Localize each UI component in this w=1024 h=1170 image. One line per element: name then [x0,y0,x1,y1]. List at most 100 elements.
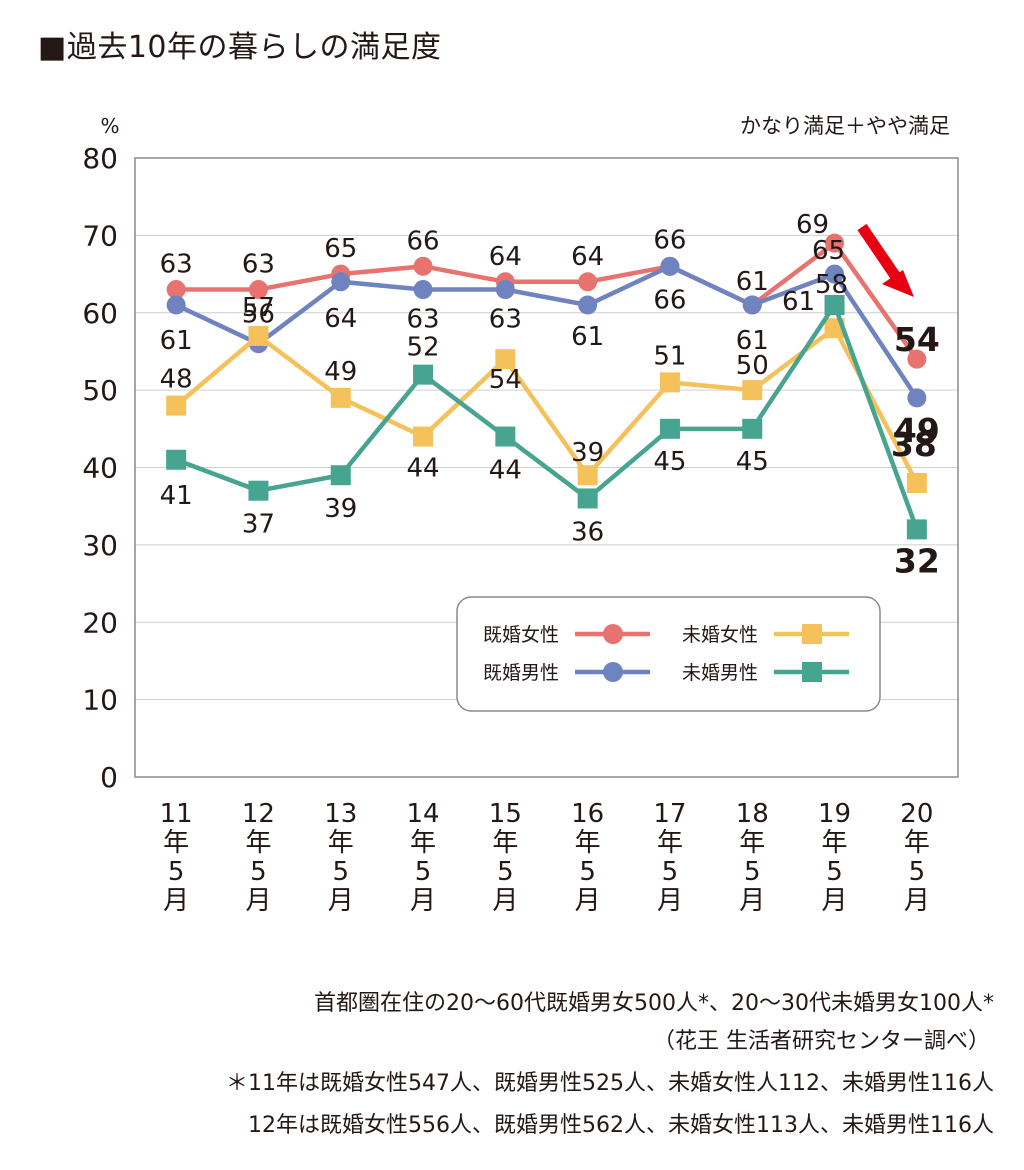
footnote-sample-2012: 12年は既婚女性556人、既婚男性562人、未婚女性113人、未婚男性116人 [248,1113,994,1138]
legend-label: 既婚女性 [483,624,559,646]
x-tick-label: 20 [900,799,933,829]
x-tick-label: 5 [497,857,514,887]
data-label: 45 [736,447,769,477]
data-point [413,426,434,447]
data-label: 65 [324,234,357,264]
y-axis: 0 10 20 30 40 50 60 70 80% かなり満足＋やや満足 [82,114,950,794]
data-label: 61 [736,326,769,356]
series-line [175,264,919,400]
data-label: 61 [160,326,193,356]
x-tick-label: 14 [407,799,440,829]
data-point [577,488,598,509]
data-point [907,349,927,369]
x-tick-label: 月 [163,886,189,916]
x-tick-label: 5 [415,857,432,887]
data-point [166,295,186,315]
x-tick-label: 5 [250,857,267,887]
y-tick-label: 50 [82,374,118,407]
data-label: 57 [242,293,275,323]
data-label: 49 [324,357,357,387]
x-tick-label: 月 [245,886,271,916]
x-tick-label: 年 [739,828,765,858]
data-point [659,418,680,439]
data-point [495,426,516,447]
x-tick-label: 月 [410,886,436,916]
data-point [742,295,762,315]
data-label: 66 [653,285,686,315]
data-label: 37 [242,510,275,540]
data-label: 36 [571,517,604,547]
data-label: 65 [812,236,845,266]
x-tick-label: 月 [492,886,518,916]
y-tick-label: 0 [100,761,118,794]
y-tick-label: 60 [82,297,118,330]
data-label: 69 [796,210,829,240]
x-tick-label: 11 [160,799,193,829]
x-tick-label: 年 [410,828,436,858]
series-line [176,240,919,361]
y-tick-label: 30 [82,529,118,562]
x-tick-label: 5 [579,857,596,887]
data-point [495,280,515,300]
data-label: 61 [571,322,604,352]
data-label: 51 [653,341,686,371]
y-tick-label: 70 [82,219,118,252]
data-point [166,395,187,416]
data-point [166,280,186,300]
data-label: 44 [489,456,522,486]
legend-label: 未婚男性 [682,662,758,684]
x-tick-label: 5 [168,857,185,887]
data-point [330,387,351,408]
x-tick-label: 月 [575,886,601,916]
legend-marker [603,662,623,682]
data-label: 44 [407,454,440,484]
data-label: 66 [407,226,440,256]
data-label: 66 [653,225,686,255]
series-lines [166,233,927,540]
data-label: 61 [736,267,769,297]
data-label: 56 [242,300,275,330]
data-label: 54 [894,320,940,359]
chart-subtitle: かなり満足＋やや満足 [740,114,950,138]
data-label: 63 [407,305,440,335]
x-tick-label: 年 [575,828,601,858]
data-point [742,418,763,439]
data-label: 64 [489,242,522,272]
x-tick-label: 13 [324,799,357,829]
data-label: 52 [407,333,440,363]
footnote-survey: 首都圏在住の20～60代既婚男女500人*、20～30代未婚男女100人* [314,991,994,1016]
y-tick-label: 80 [82,142,118,175]
data-point [331,272,351,292]
data-label: 49 [894,411,940,450]
data-point [825,233,845,253]
legend-label: 既婚男性 [483,662,559,684]
data-label: 48 [160,365,193,395]
data-label: 50 [736,351,769,381]
data-point [824,295,845,316]
footnote-source: （花王 生活者研究センター調べ） [653,1029,990,1054]
data-point [578,272,598,292]
data-label: 39 [324,494,357,524]
data-point [578,295,598,315]
data-point [906,472,927,493]
data-point [248,325,269,346]
data-label: 63 [489,305,522,335]
x-tick-label: 16 [571,799,604,829]
x-tick-label: 年 [904,828,930,858]
x-tick-label: 5 [909,857,926,887]
x-tick-label: 月 [822,886,848,916]
data-point [330,465,351,486]
x-tick-label: 15 [489,799,522,829]
x-tick-label: 年 [492,828,518,858]
x-tick-label: 5 [662,857,679,887]
data-point [742,380,763,401]
data-point [825,264,845,284]
data-point [495,349,516,370]
data-point [248,280,268,300]
x-tick-label: 5 [744,857,761,887]
x-tick-label: 年 [328,828,354,858]
x-tick-label: 年 [822,828,848,858]
x-tick-label: 17 [653,799,686,829]
